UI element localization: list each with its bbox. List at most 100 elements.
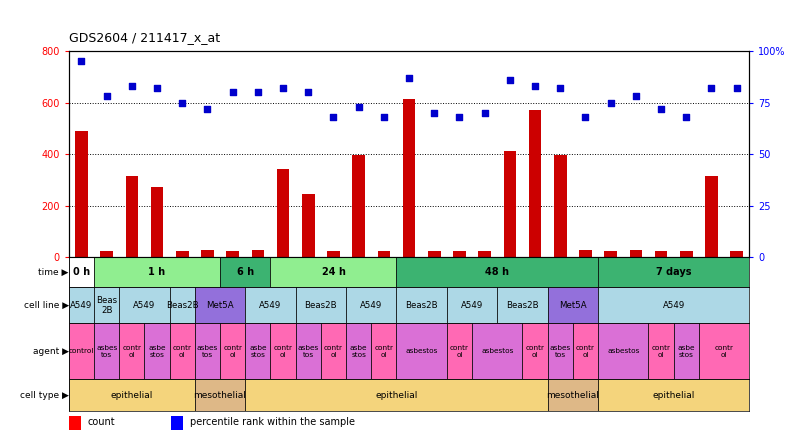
Bar: [403, 99, 416, 257]
FancyBboxPatch shape: [598, 287, 749, 324]
FancyBboxPatch shape: [195, 324, 220, 379]
Text: asbestos: asbestos: [481, 349, 514, 354]
Point: [75, 58, 88, 65]
Text: asbe
stos: asbe stos: [677, 345, 695, 358]
FancyBboxPatch shape: [69, 287, 94, 324]
Text: A549: A549: [134, 301, 156, 310]
FancyBboxPatch shape: [119, 287, 169, 324]
FancyBboxPatch shape: [548, 287, 598, 324]
Text: A549: A549: [663, 301, 684, 310]
Bar: [327, 251, 339, 257]
Point: [176, 99, 189, 106]
FancyBboxPatch shape: [119, 324, 144, 379]
FancyBboxPatch shape: [548, 379, 598, 412]
Text: A549: A549: [461, 301, 484, 310]
Bar: [731, 251, 743, 257]
FancyBboxPatch shape: [699, 324, 749, 379]
Text: asbe
stos: asbe stos: [350, 345, 368, 358]
Point: [126, 83, 139, 90]
FancyBboxPatch shape: [195, 379, 245, 412]
Text: asbestos: asbestos: [406, 349, 438, 354]
FancyBboxPatch shape: [69, 324, 94, 379]
Bar: [100, 251, 113, 257]
FancyBboxPatch shape: [169, 324, 195, 379]
Bar: [680, 251, 693, 257]
Point: [302, 89, 315, 96]
Text: contr
ol: contr ol: [223, 345, 242, 358]
Text: asbes
tos: asbes tos: [197, 345, 218, 358]
FancyBboxPatch shape: [447, 287, 497, 324]
FancyBboxPatch shape: [296, 324, 321, 379]
Bar: [654, 251, 667, 257]
FancyBboxPatch shape: [245, 379, 548, 412]
Bar: [377, 251, 390, 257]
Point: [629, 93, 642, 100]
Bar: [428, 251, 441, 257]
Text: A549: A549: [360, 301, 382, 310]
Bar: [226, 251, 239, 257]
FancyBboxPatch shape: [573, 324, 598, 379]
Text: Beas2B: Beas2B: [166, 301, 198, 310]
Text: contr
ol: contr ol: [173, 345, 192, 358]
FancyBboxPatch shape: [271, 257, 396, 287]
Text: Beas2B: Beas2B: [305, 301, 337, 310]
Bar: [706, 176, 718, 257]
Point: [428, 109, 441, 116]
Bar: [126, 176, 139, 257]
Point: [453, 113, 466, 120]
Text: mesothelial: mesothelial: [194, 391, 246, 400]
Point: [276, 84, 289, 91]
Text: asbes
tos: asbes tos: [96, 345, 117, 358]
Point: [251, 89, 264, 96]
Text: asbe
stos: asbe stos: [249, 345, 266, 358]
FancyBboxPatch shape: [346, 324, 371, 379]
FancyBboxPatch shape: [245, 324, 271, 379]
Text: time ▶: time ▶: [39, 268, 69, 277]
FancyBboxPatch shape: [94, 324, 119, 379]
Bar: [554, 155, 566, 257]
Text: asbestos: asbestos: [607, 349, 639, 354]
Text: Met5A: Met5A: [559, 301, 586, 310]
FancyBboxPatch shape: [649, 324, 674, 379]
Point: [680, 113, 693, 120]
FancyBboxPatch shape: [522, 324, 548, 379]
Text: contr
ol: contr ol: [274, 345, 292, 358]
FancyBboxPatch shape: [472, 324, 522, 379]
Point: [352, 103, 365, 110]
Bar: [252, 250, 264, 257]
FancyBboxPatch shape: [94, 257, 220, 287]
FancyBboxPatch shape: [371, 324, 396, 379]
Text: 6 h: 6 h: [237, 267, 254, 277]
Bar: [69, 416, 81, 430]
FancyBboxPatch shape: [169, 287, 195, 324]
Point: [529, 83, 542, 90]
Text: contr
ol: contr ol: [714, 345, 734, 358]
Text: asbes
tos: asbes tos: [550, 345, 571, 358]
Point: [226, 89, 239, 96]
Text: Beas2B: Beas2B: [506, 301, 539, 310]
Bar: [277, 170, 289, 257]
Text: Beas2B: Beas2B: [405, 301, 438, 310]
Text: mesothelial: mesothelial: [547, 391, 599, 400]
Text: epithelial: epithelial: [111, 391, 153, 400]
Text: cell line ▶: cell line ▶: [23, 301, 69, 310]
FancyBboxPatch shape: [296, 287, 346, 324]
FancyBboxPatch shape: [346, 287, 396, 324]
Point: [654, 105, 667, 112]
Point: [730, 84, 743, 91]
Bar: [176, 251, 189, 257]
Point: [403, 74, 416, 81]
Bar: [352, 155, 365, 257]
FancyBboxPatch shape: [220, 257, 271, 287]
Bar: [479, 251, 491, 257]
Text: contr
ol: contr ol: [651, 345, 671, 358]
Text: contr
ol: contr ol: [576, 345, 595, 358]
Point: [151, 84, 164, 91]
Bar: [171, 416, 183, 430]
FancyBboxPatch shape: [598, 324, 649, 379]
Bar: [579, 250, 592, 257]
Text: epithelial: epithelial: [375, 391, 418, 400]
Text: agent ▶: agent ▶: [33, 347, 69, 356]
FancyBboxPatch shape: [396, 257, 598, 287]
Bar: [629, 250, 642, 257]
